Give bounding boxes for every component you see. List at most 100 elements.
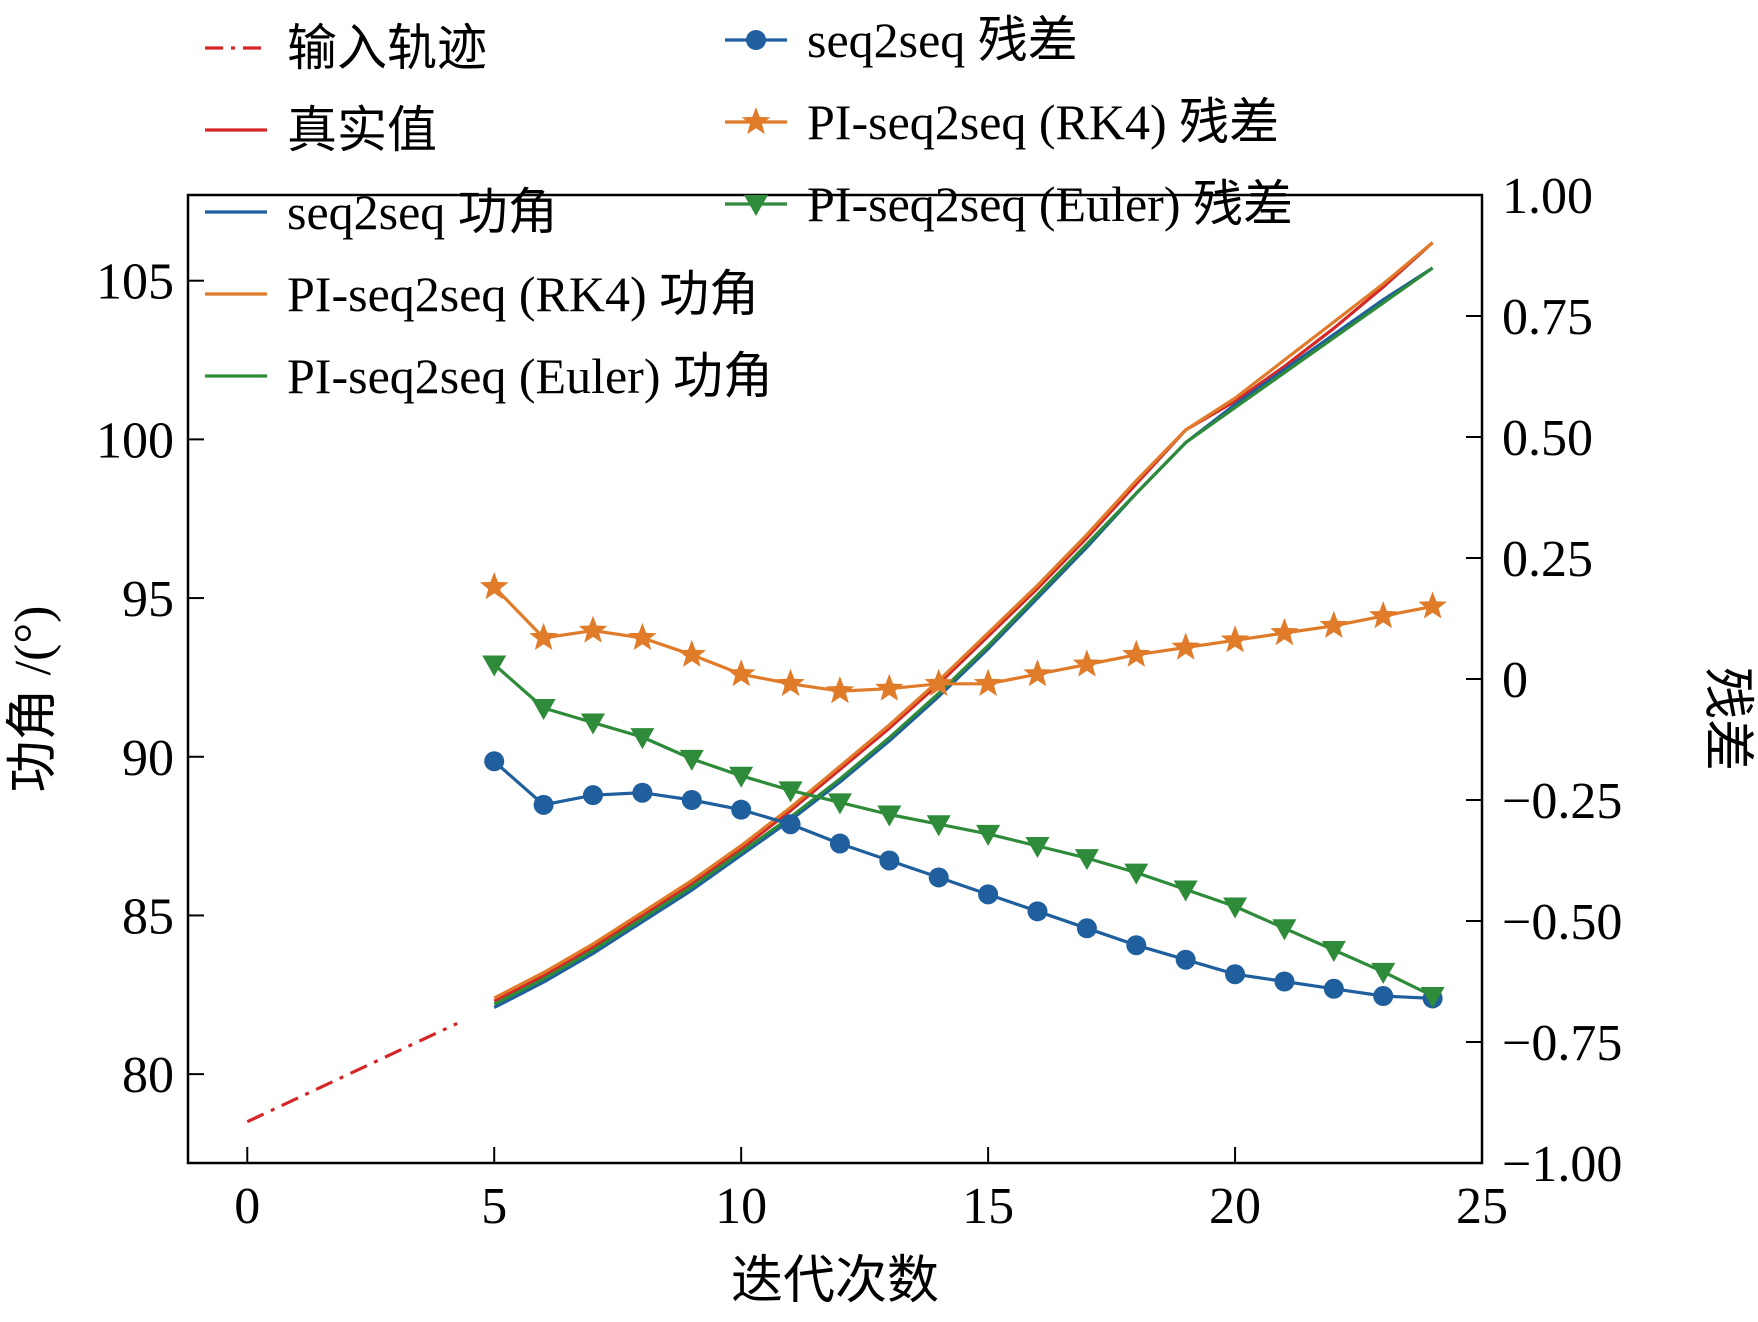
data-point-6 — [1122, 639, 1151, 667]
data-point-7 — [976, 824, 1001, 846]
y-tick-label: 80 — [122, 1047, 174, 1104]
data-point-6 — [1220, 625, 1250, 653]
y2-tick-label: 0.25 — [1502, 531, 1593, 588]
data-point-5 — [829, 833, 850, 854]
data-point-5 — [879, 850, 900, 871]
legend-label: 输入轨迹 — [287, 20, 487, 76]
data-point-7 — [1321, 941, 1346, 963]
data-point-5 — [780, 814, 801, 835]
legend-label: PI-seq2seq (Euler) 功角 — [287, 348, 773, 404]
y2-tick-label: 0 — [1502, 652, 1528, 709]
data-point-6 — [1319, 610, 1349, 638]
legend-marker — [741, 107, 771, 135]
data-point-5 — [582, 785, 603, 806]
data-point-7 — [827, 793, 852, 815]
data-point-5 — [978, 884, 999, 905]
y2-axis-label: 残差 — [1698, 667, 1755, 771]
data-point-6 — [479, 572, 509, 600]
data-point-7 — [1223, 897, 1248, 919]
data-point-5 — [533, 794, 554, 815]
legend-label: 真实值 — [287, 102, 437, 158]
x-tick-label: 20 — [1209, 1178, 1261, 1235]
series-line-3 — [493, 241, 1434, 1000]
y2-tick-label: −0.25 — [1502, 773, 1622, 830]
data-point-5 — [1274, 971, 1295, 992]
data-point-5 — [928, 867, 949, 888]
axis-labels: 迭代次数 功角 /(°) 残差 — [5, 606, 1755, 1310]
data-point-6 — [1369, 601, 1398, 629]
data-point-7 — [1420, 987, 1445, 1009]
data-point-5 — [731, 799, 752, 820]
x-tick-label: 0 — [234, 1178, 260, 1235]
data-point-7 — [630, 728, 655, 750]
series-line-0 — [246, 1021, 458, 1124]
data-point-5 — [1373, 986, 1394, 1007]
legend-label: PI-seq2seq (RK4) 残差 — [807, 94, 1279, 150]
data-point-6 — [973, 668, 1003, 696]
y-axis-label: 功角 /(°) — [5, 606, 62, 793]
y2-tick-label: 1.00 — [1502, 168, 1593, 225]
data-point-6 — [677, 639, 706, 667]
x-axis-label: 迭代次数 — [731, 1253, 939, 1310]
legend-label: seq2seq 功角 — [287, 184, 558, 240]
series-line-6 — [493, 585, 1433, 693]
y2-tick-label: −0.75 — [1502, 1015, 1622, 1072]
legend-marker — [746, 30, 766, 50]
data-point-5 — [632, 782, 653, 803]
data-point-6 — [776, 668, 805, 696]
series-markers — [479, 572, 1447, 1009]
data-point-6 — [1270, 618, 1299, 646]
data-point-5 — [1225, 964, 1246, 985]
data-point-7 — [1124, 863, 1149, 885]
x-tick-label: 15 — [962, 1178, 1014, 1235]
y-tick-label: 95 — [122, 571, 174, 628]
data-point-7 — [1025, 836, 1050, 858]
y2-tick-label: 0.75 — [1502, 289, 1593, 346]
legend-marker — [744, 195, 768, 216]
series-line-4 — [493, 266, 1434, 1006]
data-point-7 — [1272, 919, 1297, 941]
data-point-6 — [1418, 591, 1447, 619]
data-point-7 — [580, 713, 605, 735]
y-tick-label: 105 — [96, 254, 174, 311]
data-point-5 — [1027, 901, 1048, 922]
data-point-7 — [531, 699, 556, 721]
y2-tick-label: −0.50 — [1502, 894, 1622, 951]
data-point-6 — [726, 659, 756, 687]
data-point-5 — [1126, 935, 1147, 956]
data-point-7 — [926, 815, 951, 837]
y-tick-label: 90 — [122, 730, 174, 787]
x-tick-label: 25 — [1456, 1178, 1508, 1235]
data-point-7 — [877, 805, 902, 827]
legend-label: PI-seq2seq (Euler) 残差 — [807, 176, 1293, 232]
axes: 0 5 10 15 20 25 80 85 90 95 100 105 1.00 0.75 0.50 0.25… — [96, 168, 1622, 1235]
y-tick-label: 85 — [122, 888, 174, 945]
data-point-6 — [875, 673, 904, 701]
data-point-5 — [1175, 949, 1196, 970]
data-point-6 — [924, 668, 953, 696]
x-tick-label: 5 — [481, 1178, 507, 1235]
data-point-6 — [628, 622, 657, 650]
data-point-6 — [825, 676, 855, 704]
data-point-7 — [1371, 962, 1396, 984]
legend-label: seq2seq 残差 — [807, 12, 1078, 68]
data-point-6 — [1171, 632, 1200, 660]
series-line-2 — [493, 266, 1434, 1009]
data-point-5 — [1323, 978, 1344, 999]
y2-tick-label: 0.50 — [1502, 410, 1593, 467]
data-point-6 — [578, 615, 608, 643]
y-tick-label: 100 — [96, 412, 174, 469]
plot-frame — [186, 193, 1484, 1165]
legend-label: PI-seq2seq (RK4) 功角 — [287, 266, 759, 322]
x-tick-label: 10 — [715, 1178, 767, 1235]
data-point-7 — [1173, 880, 1198, 902]
data-point-5 — [1076, 918, 1097, 939]
data-point-7 — [729, 766, 754, 788]
data-point-7 — [1074, 849, 1099, 871]
series-line-1 — [493, 241, 1434, 1003]
series-line-7 — [493, 663, 1434, 998]
data-point-6 — [1072, 649, 1102, 677]
data-point-5 — [484, 751, 505, 772]
